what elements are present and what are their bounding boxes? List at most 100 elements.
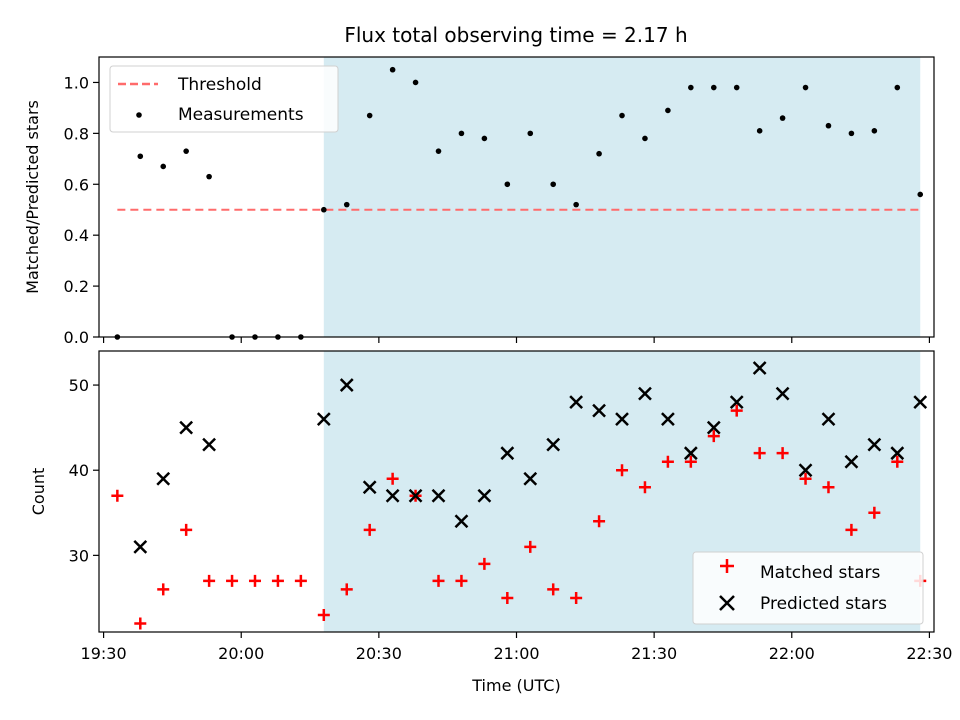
- count-legend-box: [692, 551, 924, 625]
- predicted-star-point: [431, 488, 446, 503]
- measurement-point: [435, 148, 442, 154]
- measurement-point: [343, 201, 350, 208]
- matched-star-point: [570, 591, 583, 604]
- measurement-point: [802, 84, 809, 91]
- predicted-star-point: [546, 437, 561, 452]
- matched-star-point: [271, 574, 284, 587]
- matched-star-point: [248, 574, 261, 587]
- matched-star-point: [524, 540, 537, 553]
- measurement-point: [137, 153, 144, 160]
- predicted-star-point: [592, 403, 606, 418]
- predicted-star-point: [729, 395, 744, 409]
- predicted-star-point: [523, 471, 538, 486]
- matched-star-point: [111, 489, 124, 502]
- ratio-y-axis-label: Matched/Predicted stars: [23, 100, 42, 294]
- matched-star-point: [822, 481, 835, 494]
- predicted-star-point: [638, 386, 652, 401]
- count-x-tick-label: 20:30: [356, 644, 402, 663]
- count-y-ticks: 30 40 50: [69, 376, 99, 565]
- measurement-point: [642, 135, 648, 142]
- measurement-point: [412, 79, 419, 86]
- predicted-star-point: [362, 480, 377, 495]
- count-legend: Matched stars Predicted stars: [692, 551, 924, 625]
- matched-star-point: [432, 574, 445, 587]
- predicted-star-point: [454, 514, 469, 529]
- count-y-tick-label: 40: [69, 461, 89, 480]
- matched-star-point: [340, 583, 353, 596]
- ratio-y-tick-label: 0.0: [64, 328, 89, 347]
- count-x-tick-label: 22:00: [769, 644, 815, 663]
- predicted-star-point: [156, 471, 171, 486]
- measurement-point: [779, 115, 786, 121]
- matched-star-point: [455, 574, 468, 587]
- observing-span-top: [323, 57, 921, 337]
- predicted-star-point: [500, 446, 515, 461]
- measurement-point: [825, 122, 832, 129]
- legend-predicted-label: Predicted stars: [760, 594, 887, 614]
- count-x-ticks: 19:30 20:00 20:30 21:00 21:30 22:00 22:30: [81, 632, 952, 663]
- legend-matched-swatch: [720, 559, 734, 573]
- ratio-x-ticks: [102, 337, 931, 343]
- predicted-star-point: [913, 395, 928, 409]
- matched-star-point: [638, 481, 651, 494]
- predicted-star-point: [661, 412, 675, 427]
- matched-star-point: [868, 506, 881, 519]
- matched-star-point: [157, 583, 170, 596]
- measurement-point: [871, 128, 878, 134]
- predicted-stars-points: [133, 361, 928, 554]
- predicted-star-point: [316, 412, 331, 427]
- matched-star-point: [616, 464, 629, 477]
- predicted-star-point: [615, 412, 629, 427]
- count-x-tick-label: 22:30: [906, 644, 952, 663]
- measurement-point: [894, 84, 901, 91]
- matched-star-point: [891, 455, 904, 468]
- ratio-y-tick-label: 1.0: [64, 73, 89, 92]
- matched-star-point: [386, 472, 399, 485]
- legend-threshold-label: Threshold: [177, 75, 262, 95]
- ratio-legend: Threshold Measurements: [109, 65, 339, 133]
- matched-star-point: [684, 455, 697, 468]
- count-x-tick-label: 21:30: [631, 644, 677, 663]
- matched-star-point: [294, 574, 307, 587]
- measurement-point: [366, 112, 373, 119]
- predicted-star-point: [798, 463, 813, 478]
- ratio-legend-box: [109, 65, 339, 133]
- matched-star-point: [203, 574, 216, 587]
- matched-star-point: [845, 523, 858, 536]
- measurement-point: [527, 130, 534, 137]
- matched-star-point: [776, 447, 789, 460]
- count-x-tick-label: 20:00: [218, 644, 264, 663]
- matched-star-point: [730, 404, 743, 417]
- ratio-y-tick-label: 0.4: [64, 226, 89, 245]
- ratio-y-tick-label: 0.6: [64, 175, 89, 194]
- count-y-tick-label: 50: [69, 376, 89, 395]
- predicted-star-point: [179, 420, 194, 435]
- matched-star-point: [317, 608, 330, 621]
- predicted-star-point: [706, 420, 721, 435]
- measurement-point: [756, 128, 763, 134]
- measurement-point: [917, 191, 924, 198]
- matched-star-point: [134, 617, 147, 630]
- predicted-star-point: [821, 412, 836, 427]
- predicted-star-point: [867, 437, 882, 452]
- predicted-star-point: [385, 488, 400, 503]
- chart-title: Flux total observing time = 2.17 h: [344, 23, 687, 47]
- predicted-star-point: [844, 454, 859, 469]
- measurement-point: [688, 84, 694, 91]
- measurement-point: [733, 84, 740, 91]
- measurement-point: [321, 206, 327, 213]
- matched-star-point: [501, 591, 514, 604]
- measurement-point: [596, 150, 602, 157]
- matched-star-point: [180, 523, 193, 536]
- ratio-y-tick-label: 0.8: [64, 124, 89, 143]
- ratio-y-ticks: 0.0 0.2 0.4 0.6 0.8 1.0: [64, 73, 99, 347]
- measurement-point: [481, 135, 488, 142]
- predicted-star-point: [752, 361, 767, 375]
- measurement-point: [389, 66, 396, 73]
- ratio-panel: 0.0 0.2 0.4 0.6 0.8 1.0 Matched/Predicted sta…: [23, 56, 935, 347]
- ratio-y-tick-label: 0.2: [64, 277, 89, 296]
- measurement-point: [504, 181, 511, 188]
- legend-measurement-swatch: [136, 112, 142, 118]
- predicted-star-point: [202, 437, 216, 452]
- measurement-point: [710, 84, 717, 91]
